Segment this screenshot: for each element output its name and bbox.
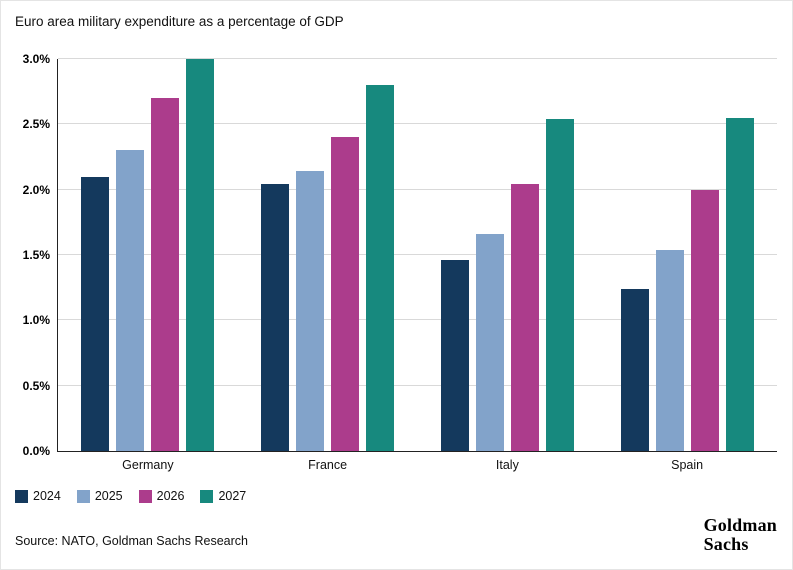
gridline [58, 254, 777, 255]
bar-france-2027 [366, 85, 395, 451]
bar-germany-2025 [116, 150, 145, 451]
gridline [58, 58, 777, 59]
x-axis-category-label: Germany [122, 458, 174, 472]
x-axis-category-label: Spain [671, 458, 704, 472]
bar-spain-2027 [725, 117, 754, 451]
bar-group-italy: Italy [440, 59, 574, 472]
legend-swatch [76, 489, 90, 503]
legend-item-2024: 2024 [15, 489, 61, 503]
source-text: Source: NATO, Goldman Sachs Research [15, 534, 248, 548]
y-axis-tick-label: 2.0% [22, 182, 50, 197]
legend: 2024 2025 2026 2027 [15, 489, 246, 503]
bar-italy-2025 [475, 234, 504, 451]
legend-label: 2025 [94, 489, 123, 503]
x-axis-category-label: France [308, 458, 348, 472]
logo-line-1: Goldman [703, 515, 777, 535]
bar-group-spain: Spain [620, 59, 754, 472]
legend-swatch [15, 489, 28, 503]
bar-group-germany: Germany [81, 59, 215, 472]
bar-germany-2024 [81, 176, 110, 451]
legend-item-2025: 2025 [76, 489, 123, 503]
goldman-sachs-logo: Goldman Sachs [704, 516, 777, 554]
legend-item-2026: 2026 [138, 489, 185, 503]
chart-title: Euro area military expenditure as a perc… [15, 14, 344, 29]
gridline [58, 384, 777, 386]
gridline [58, 319, 777, 321]
legend-swatch [138, 489, 152, 503]
bar-italy-2027 [545, 119, 574, 451]
bar-spain-2025 [655, 249, 684, 451]
bar-spain-2026 [690, 189, 719, 451]
bar-spain-2024 [620, 288, 649, 451]
logo-line-2: Sachs [703, 534, 749, 554]
y-axis-tick-label: 1.0% [22, 313, 50, 328]
gridline [58, 123, 777, 125]
y-axis-tick-label: 3.0% [22, 52, 50, 66]
x-axis-category-label: Italy [495, 458, 519, 472]
y-axis-tick-label: 0.5% [22, 378, 50, 393]
bar-germany-2027 [186, 59, 215, 451]
bar-france-2026 [331, 137, 360, 451]
y-axis-tick-label: 0.0% [22, 444, 50, 458]
bar-italy-2026 [510, 184, 539, 451]
bar-italy-2024 [440, 260, 469, 451]
bar-france-2024 [261, 184, 290, 451]
bar-group-france: France [261, 59, 395, 472]
legend-label: 2027 [218, 489, 247, 503]
bar-france-2025 [296, 171, 325, 451]
legend-label: 2024 [33, 489, 61, 503]
legend-label: 2026 [156, 489, 185, 503]
bar-groups: Germany France Italy Spain [58, 59, 777, 472]
bar-germany-2026 [151, 98, 180, 451]
gridline [58, 188, 777, 190]
y-axis-tick-label: 2.5% [22, 117, 50, 132]
legend-item-2027: 2027 [200, 489, 246, 503]
plot-area: 0.0% 0.5% 1.0% 1.5% 2.0% 2.5% 3.0% Germany Franc… [23, 52, 777, 472]
legend-swatch [200, 489, 214, 503]
y-axis-tick-label: 1.5% [22, 248, 50, 262]
